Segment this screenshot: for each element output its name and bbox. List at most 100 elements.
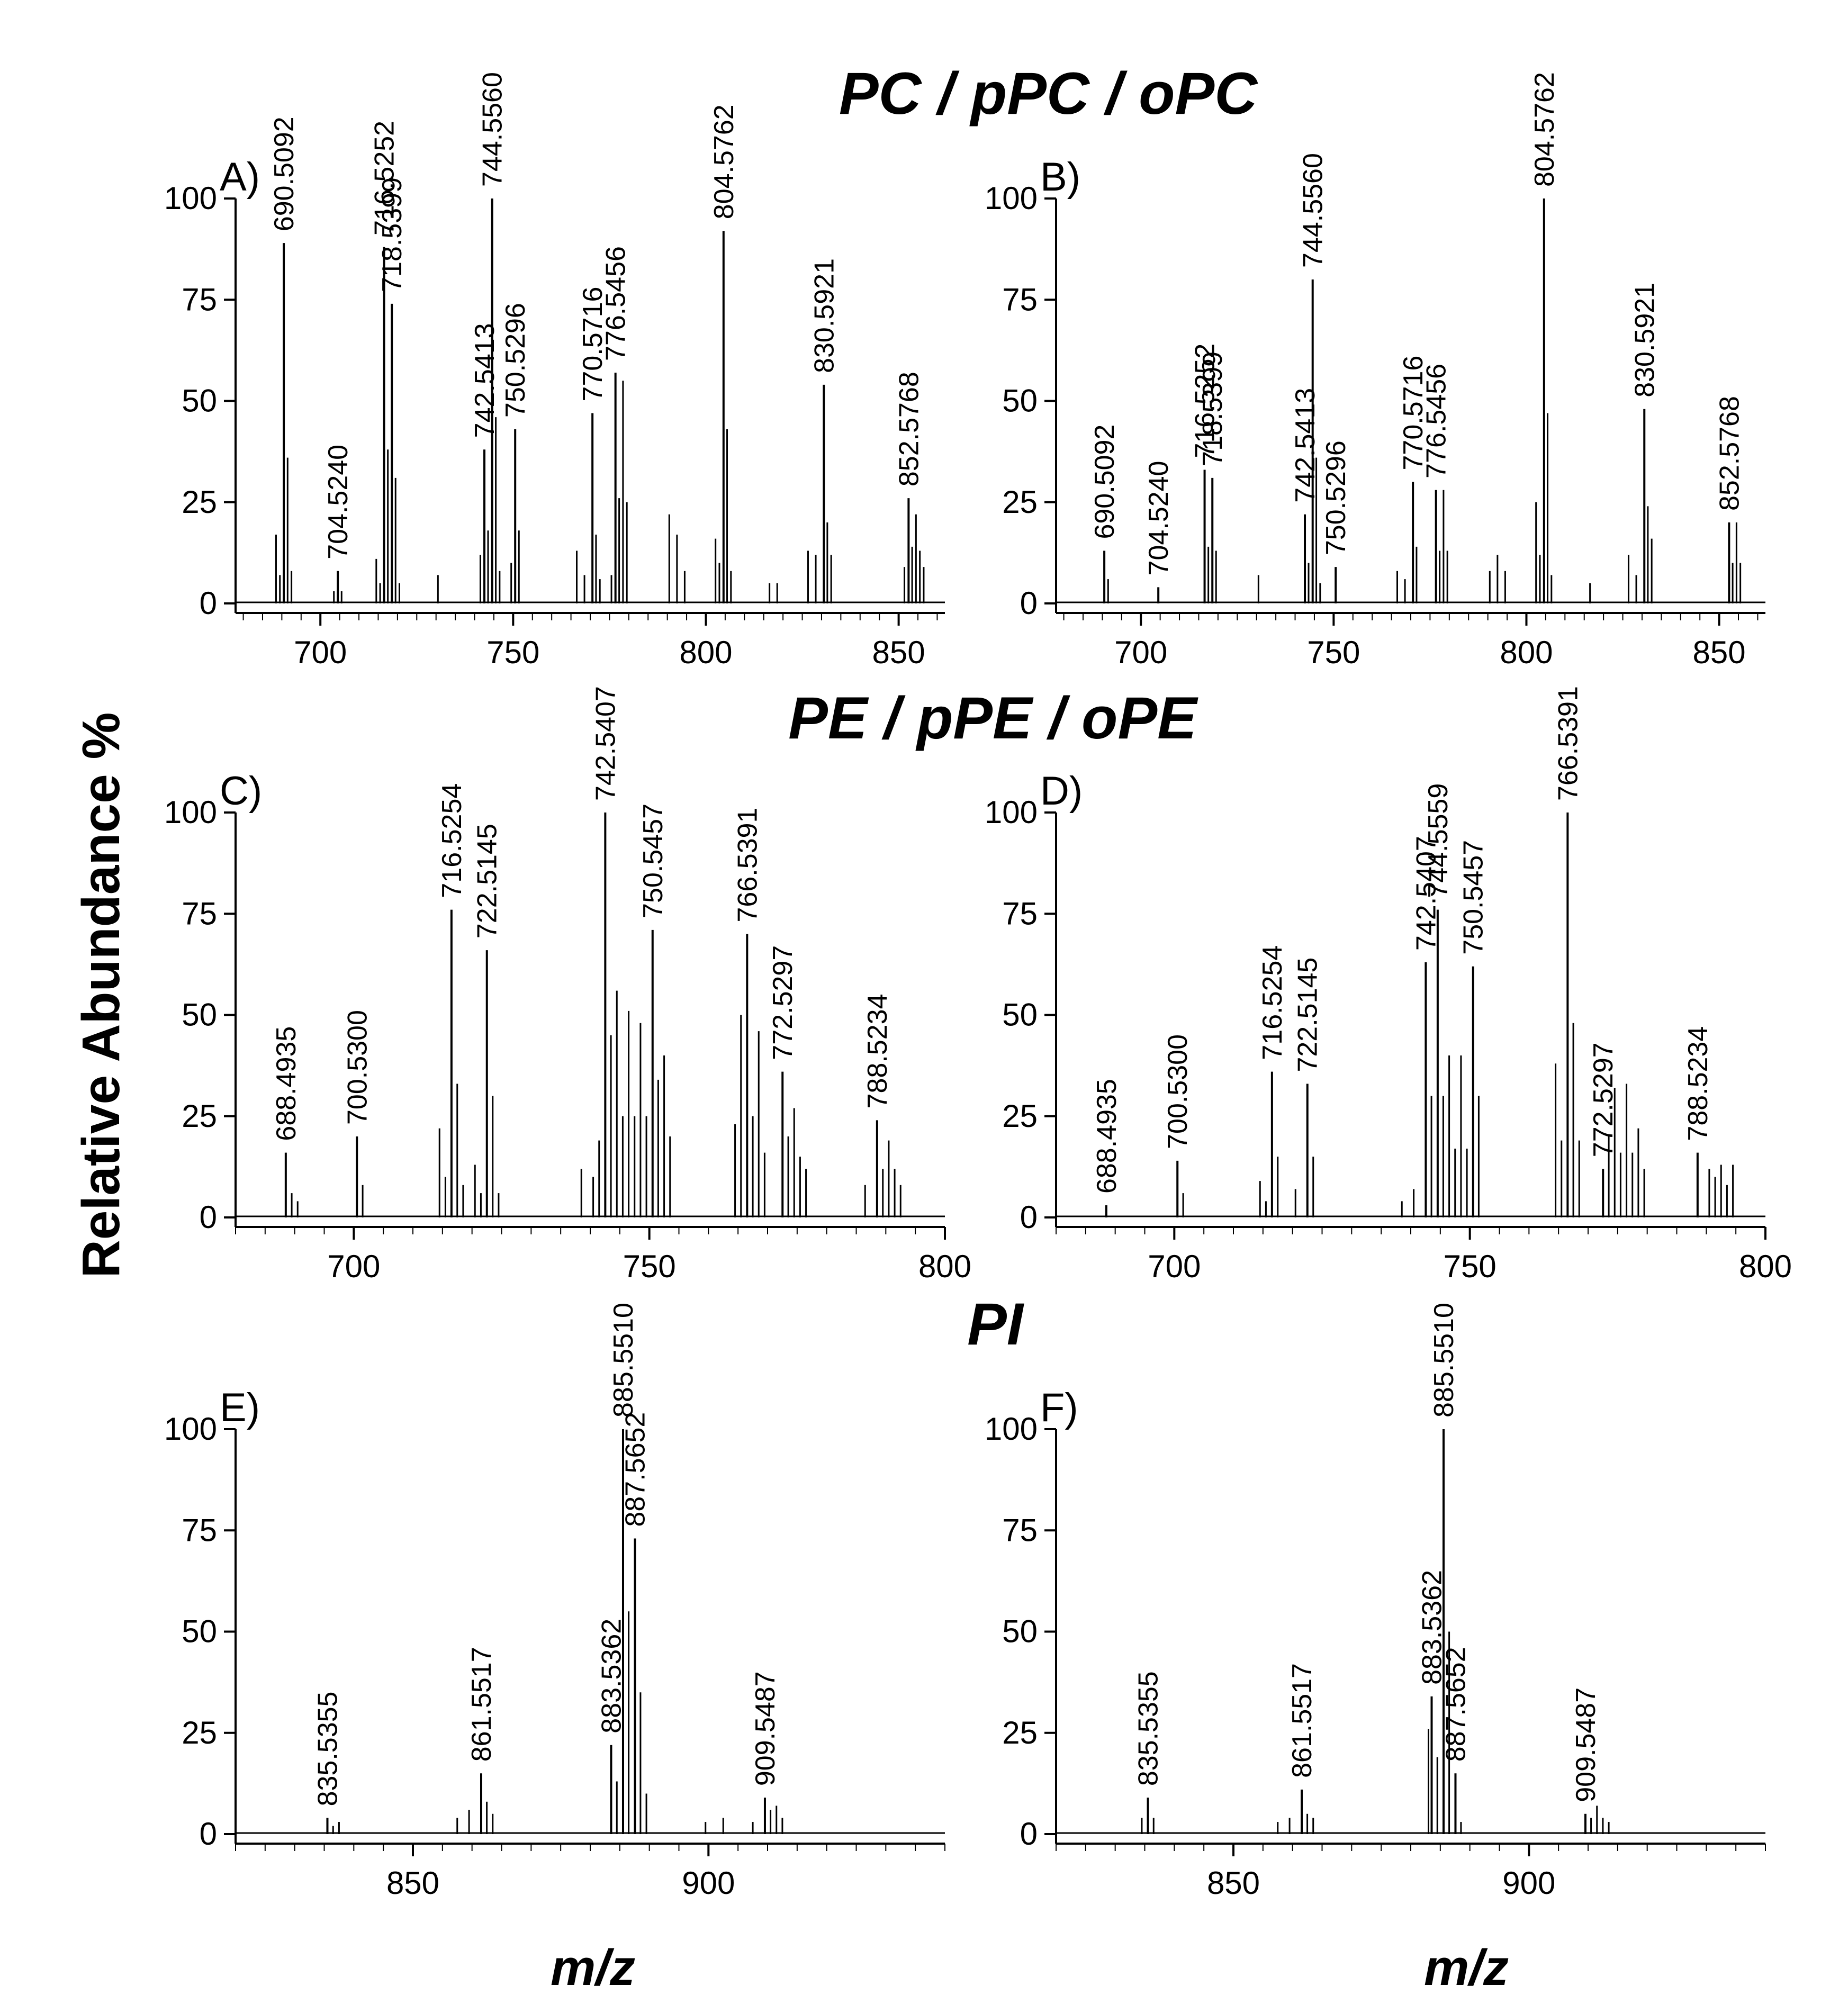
y-tick-label: 0	[200, 585, 217, 621]
y-tick-label: 0	[1020, 585, 1038, 621]
peak-label: 722.5145	[1293, 958, 1323, 1072]
y-tick-label: 25	[1002, 1715, 1038, 1750]
y-tick-label: 0	[200, 1199, 217, 1235]
y-tick-label: 75	[182, 1512, 217, 1548]
peak-label: 742.5407	[590, 686, 621, 801]
y-tick-label: 25	[182, 484, 217, 520]
peak-label: 766.5391	[1553, 686, 1583, 801]
peak-label: 750.5457	[1458, 840, 1489, 955]
x-tick-label: 700	[1148, 1249, 1201, 1284]
peak-label: 852.5768	[894, 372, 924, 486]
panel-label-e: E)	[220, 1385, 260, 1430]
peak-label: 750.5296	[500, 303, 531, 418]
peak-label: 861.5517	[466, 1647, 497, 1762]
x-tick-label: 750	[623, 1249, 676, 1284]
x-tick-label: 800	[1739, 1249, 1792, 1284]
peak-label: 835.5355	[312, 1692, 343, 1807]
y-tick-label: 100	[985, 1411, 1038, 1447]
x-tick-label: 750	[486, 635, 539, 670]
peak-label: 690.5092	[1089, 425, 1120, 539]
spectrum-panel-d: D) 0 25 50 75 100 700 750 800 688.4935 700.5300 716…	[985, 686, 1792, 1284]
peak-label: 750.5457	[638, 804, 669, 918]
peak-label: 744.5560	[1298, 153, 1329, 268]
peak-label: 909.5487	[750, 1671, 781, 1786]
spectrum-panel-f: F) 0 25 50 75 100 850 900 835.5355 861.5517 883.53…	[985, 1303, 1766, 1901]
y-tick-label: 100	[985, 795, 1038, 830]
peak-label: 744.5559	[1423, 783, 1454, 898]
x-tick-label: 700	[294, 635, 347, 670]
y-tick-label: 25	[1002, 484, 1038, 520]
peak-label: 776.5456	[601, 246, 632, 361]
y-tick-label: 0	[1020, 1816, 1038, 1852]
peak-label: 742.5413	[470, 323, 500, 438]
peak-label: 718.5399	[1197, 351, 1228, 466]
y-tick-label: 50	[1002, 1614, 1038, 1649]
y-tick-label: 50	[182, 383, 217, 419]
peak-label: 750.5296	[1321, 440, 1351, 555]
y-axis-label: Relative Abundance %	[71, 712, 131, 1278]
spectrum-panel-c: C) 0 25 50 75 100 700 750 800 688.4935 700.5300 716…	[164, 686, 971, 1284]
y-tick-label: 100	[164, 1411, 217, 1447]
peak-label: 852.5768	[1714, 396, 1745, 511]
peak-label: 742.5407	[1411, 836, 1441, 951]
x-tick-label: 750	[1444, 1249, 1497, 1284]
y-tick-label: 25	[182, 1715, 217, 1750]
peak-label: 770.5716	[578, 287, 608, 402]
panel-label-a: A)	[220, 155, 260, 200]
peak-label: 788.5234	[862, 994, 893, 1109]
peak-label: 742.5413	[1290, 388, 1321, 503]
y-tick-label: 50	[1002, 997, 1038, 1033]
y-tick-label: 100	[164, 795, 217, 830]
section-title-pc: PC / pPC / oPC	[839, 60, 1258, 127]
peak-label: 885.5510	[1429, 1303, 1459, 1418]
peak-label: 700.5300	[342, 1010, 373, 1125]
peak-label: 883.5362	[596, 1619, 627, 1734]
peak-label: 688.4935	[1092, 1079, 1122, 1194]
peak-label: 704.5240	[1143, 461, 1174, 576]
peak-label: 887.5652	[1440, 1647, 1471, 1762]
peak-label: 788.5234	[1683, 1026, 1714, 1141]
peak-label: 885.5510	[608, 1303, 639, 1418]
section-title-pi: PI	[967, 1291, 1025, 1357]
peak-label: 887.5652	[620, 1412, 651, 1527]
y-tick-label: 75	[1002, 896, 1038, 931]
x-tick-label: 850	[1693, 635, 1746, 670]
x-axis-label-right: m/z	[1424, 1939, 1509, 1996]
y-tick-label: 75	[1002, 1512, 1038, 1548]
x-tick-label: 850	[1207, 1865, 1260, 1901]
x-tick-label: 900	[682, 1865, 735, 1901]
panel-label-d: D)	[1040, 769, 1083, 814]
peak-label: 744.5560	[477, 72, 508, 187]
peak-label: 700.5300	[1162, 1034, 1193, 1149]
peak-label: 688.4935	[271, 1026, 302, 1141]
section-title-pe: PE / pPE / oPE	[788, 685, 1198, 751]
y-tick-label: 100	[985, 180, 1038, 216]
x-axis-label-left: m/z	[551, 1939, 635, 1996]
x-tick-label: 800	[1500, 635, 1553, 670]
y-tick-label: 25	[182, 1098, 217, 1134]
peak-label: 772.5297	[768, 945, 798, 1060]
x-tick-label: 750	[1307, 635, 1360, 670]
peak-label: 716.5252	[1190, 344, 1221, 458]
x-tick-label: 850	[386, 1865, 439, 1901]
y-tick-label: 50	[182, 997, 217, 1033]
peak-label: 704.5240	[323, 445, 354, 559]
spectrum-panel-b: B) 0 25 50 75 100 700 750 800 850 690.5092 704.5240…	[985, 72, 1765, 670]
peak-label: 716.5254	[1257, 945, 1288, 1060]
peak-label: 690.5092	[269, 116, 300, 231]
x-tick-label: 700	[327, 1249, 380, 1284]
y-tick-label: 75	[182, 896, 217, 931]
y-tick-label: 100	[164, 180, 217, 216]
peak-label: 716.5254	[437, 783, 467, 898]
y-tick-label: 25	[1002, 1098, 1038, 1134]
panel-label-b: B)	[1040, 155, 1080, 200]
x-tick-label: 900	[1502, 1865, 1555, 1901]
panel-label-f: F)	[1040, 1385, 1078, 1430]
peak-label: 830.5921	[809, 258, 840, 373]
peak-label: 804.5762	[1529, 72, 1560, 187]
y-tick-label: 50	[1002, 383, 1038, 419]
y-tick-label: 75	[1002, 282, 1038, 317]
x-tick-label: 850	[872, 635, 925, 670]
peak-label: 835.5355	[1133, 1671, 1164, 1786]
